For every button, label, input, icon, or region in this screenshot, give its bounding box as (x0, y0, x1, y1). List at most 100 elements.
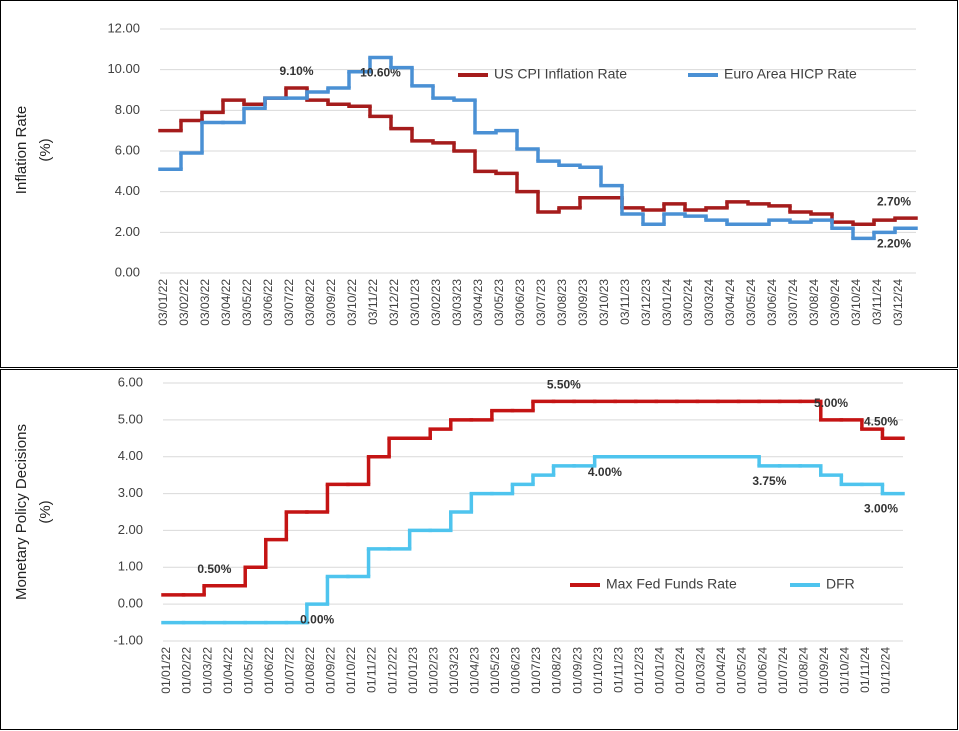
x-tick-label: 01/02/23 (426, 647, 440, 694)
legend-label: Euro Area HICP Rate (724, 66, 857, 82)
y-tick-label: 8.00 (115, 102, 140, 117)
y-tick-label: 5.00 (118, 411, 143, 426)
y-axis-title: Monetary Policy Decisions (13, 424, 30, 600)
data-label: 4.50% (864, 414, 898, 428)
x-tick-label: 01/08/23 (550, 647, 564, 694)
data-label: 0.50% (197, 562, 231, 576)
x-tick-label: 03/04/24 (723, 279, 737, 326)
x-tick-label: 03/10/24 (849, 279, 863, 326)
y-tick-label: 2.00 (115, 224, 140, 239)
x-tick-label: 01/01/22 (159, 647, 173, 694)
x-tick-label: 03/07/23 (534, 279, 548, 326)
x-tick-label: 03/06/23 (513, 279, 527, 326)
x-tick-label: 03/06/22 (261, 279, 275, 326)
x-tick-label: 01/03/23 (447, 647, 461, 694)
legend-label: DFR (826, 576, 855, 592)
y-tick-label: 2.00 (118, 522, 143, 537)
x-tick-label: 03/05/24 (744, 279, 758, 326)
x-tick-label: 03/04/23 (471, 279, 485, 326)
data-label: 9.10% (279, 64, 313, 78)
x-tick-label: 01/01/24 (653, 647, 667, 694)
y-tick-label: -1.00 (113, 632, 143, 647)
x-tick-label: 01/06/24 (755, 647, 769, 694)
x-tick-label: 01/06/22 (262, 647, 276, 694)
x-tick-label: 03/03/24 (702, 279, 716, 326)
x-tick-label: 01/10/23 (591, 647, 605, 694)
panel-frame (0, 0, 958, 368)
x-tick-label: 01/11/23 (611, 647, 625, 693)
x-tick-label: 01/11/24 (858, 647, 872, 693)
x-tick-label: 03/02/23 (429, 279, 443, 326)
data-label: 0.00% (300, 612, 334, 626)
x-tick-label: 01/04/22 (221, 647, 235, 694)
x-tick-label: 03/10/22 (345, 279, 359, 326)
x-tick-label: 03/12/23 (639, 279, 653, 326)
panel-frame (0, 369, 958, 730)
x-tick-label: 01/07/22 (283, 647, 297, 694)
x-tick-label: 01/10/22 (344, 647, 358, 694)
data-label: 5.50% (547, 378, 581, 392)
x-tick-label: 01/05/24 (735, 647, 749, 694)
data-label: 2.20% (877, 236, 911, 250)
x-tick-label: 01/02/22 (180, 647, 194, 694)
y-tick-label: 1.00 (118, 559, 143, 574)
x-tick-label: 03/04/22 (219, 279, 233, 326)
x-tick-label: 01/09/24 (817, 647, 831, 694)
legend-label: US CPI Inflation Rate (494, 66, 627, 82)
x-tick-label: 01/09/23 (570, 647, 584, 694)
x-tick-label: 03/11/23 (618, 279, 632, 325)
x-tick-label: 03/11/24 (870, 279, 884, 325)
x-tick-label: 03/08/23 (555, 279, 569, 326)
data-label: 5.00% (814, 396, 848, 410)
x-tick-label: 01/05/22 (241, 647, 255, 694)
x-tick-label: 03/03/23 (450, 279, 464, 326)
x-tick-label: 03/12/24 (891, 279, 905, 326)
x-tick-label: 03/09/22 (324, 279, 338, 326)
x-tick-label: 03/05/23 (492, 279, 506, 326)
x-tick-label: 01/08/24 (796, 647, 810, 694)
x-tick-label: 01/02/24 (673, 647, 687, 694)
x-tick-label: 01/01/23 (406, 647, 420, 694)
data-label: 2.70% (877, 194, 911, 208)
x-tick-label: 03/01/23 (408, 279, 422, 326)
x-tick-label: 03/07/24 (786, 279, 800, 326)
x-tick-label: 01/07/23 (529, 647, 543, 694)
data-label: 4.00% (588, 465, 622, 479)
y-tick-label: 12.00 (107, 20, 140, 35)
y-tick-label: 6.00 (118, 374, 143, 389)
x-tick-label: 01/10/24 (838, 647, 852, 694)
x-tick-label: 03/05/22 (240, 279, 254, 326)
y-tick-label: 3.00 (118, 485, 143, 500)
x-tick-label: 03/02/24 (681, 279, 695, 326)
x-tick-label: 03/02/22 (177, 279, 191, 326)
x-tick-label: 03/09/23 (576, 279, 590, 326)
x-tick-label: 03/12/22 (387, 279, 401, 326)
x-tick-label: 01/07/24 (776, 647, 790, 694)
x-tick-label: 01/06/23 (509, 647, 523, 694)
x-tick-label: 03/08/24 (807, 279, 821, 326)
x-tick-label: 01/05/23 (488, 647, 502, 694)
data-label: 3.00% (864, 502, 898, 516)
x-tick-label: 03/08/22 (303, 279, 317, 326)
legend-label: Max Fed Funds Rate (606, 576, 737, 592)
x-tick-label: 01/12/24 (879, 647, 893, 694)
y-axis-title: Inflation Rate (13, 106, 30, 194)
x-tick-label: 03/01/24 (660, 279, 674, 326)
x-tick-label: 03/01/22 (156, 279, 170, 326)
x-tick-label: 01/11/22 (365, 647, 379, 693)
x-tick-label: 01/08/22 (303, 647, 317, 694)
x-tick-label: 03/06/24 (765, 279, 779, 326)
x-tick-label: 01/09/22 (324, 647, 338, 694)
y-tick-label: 4.00 (115, 183, 140, 198)
y-axis-title: (%) (37, 500, 54, 523)
y-tick-label: 6.00 (115, 142, 140, 157)
y-tick-label: 10.00 (107, 61, 140, 76)
x-tick-label: 01/03/22 (200, 647, 214, 694)
x-tick-label: 01/04/23 (468, 647, 482, 694)
data-label: 3.75% (752, 474, 786, 488)
y-tick-label: 4.00 (118, 448, 143, 463)
x-tick-label: 03/10/23 (597, 279, 611, 326)
x-tick-label: 03/11/22 (366, 279, 380, 325)
x-tick-label: 01/04/24 (714, 647, 728, 694)
